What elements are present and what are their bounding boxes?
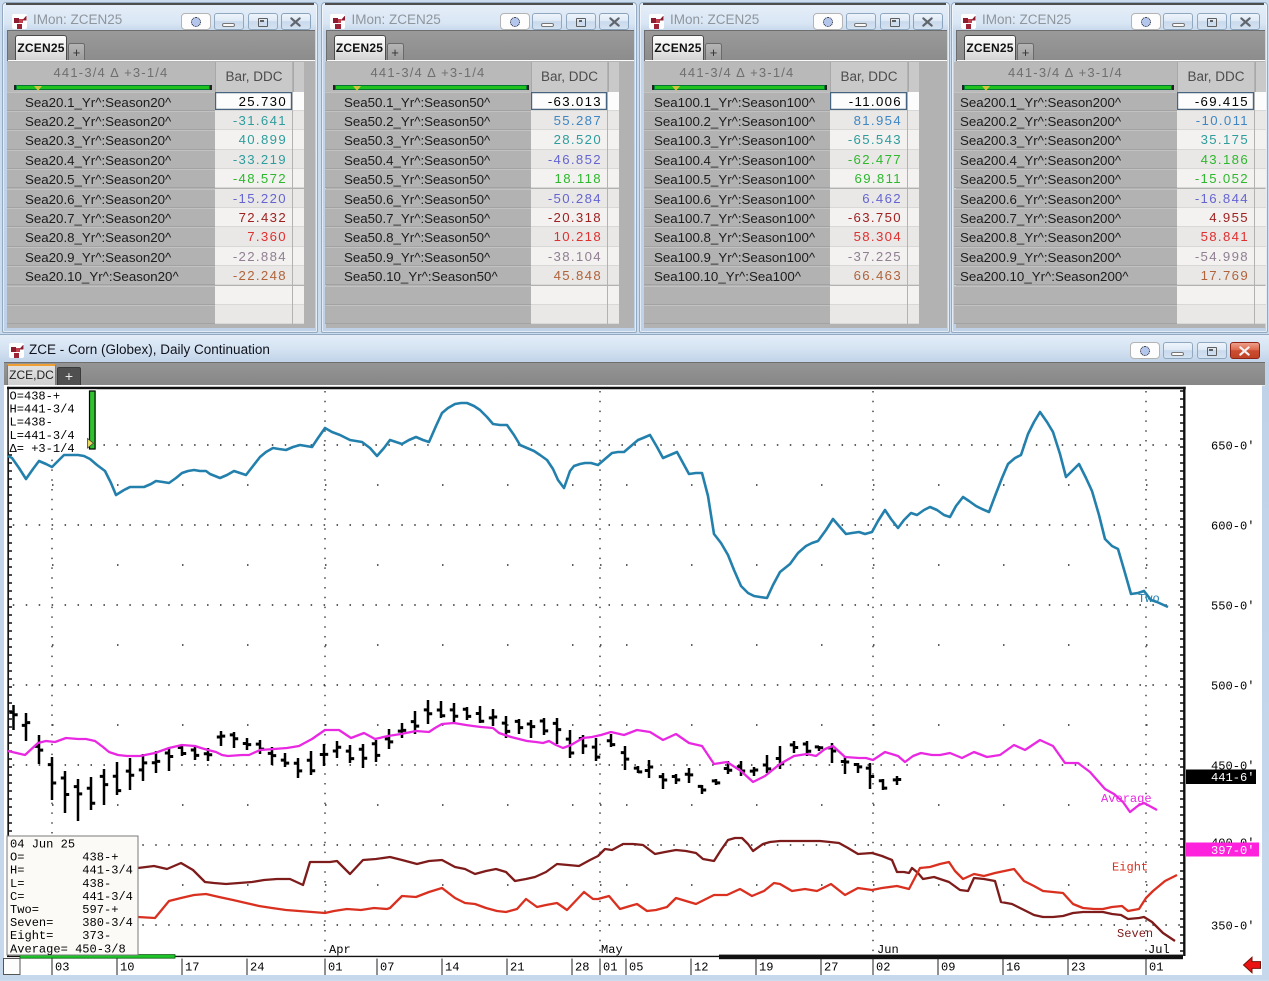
svg-text:Apr: Apr	[329, 943, 351, 957]
svg-text:350-0': 350-0'	[1211, 920, 1255, 934]
svg-text:07: 07	[380, 961, 394, 975]
svg-text:Seven: Seven	[1117, 927, 1153, 941]
svg-text:Seven= 380-3/4: Seven= 380-3/4	[10, 916, 133, 930]
svg-text:24: 24	[250, 961, 264, 975]
svg-text:02: 02	[876, 961, 890, 975]
svg-text:01: 01	[328, 961, 342, 975]
svg-text:500-0': 500-0'	[1211, 680, 1255, 694]
svg-text:Jul: Jul	[1148, 943, 1170, 957]
svg-text:Two= 597-+: Two= 597-+	[10, 903, 118, 917]
svg-text:600-0': 600-0'	[1211, 520, 1255, 534]
svg-text:H= 441-3/4: H= 441-3/4	[10, 864, 133, 878]
svg-text:14: 14	[445, 961, 459, 975]
svg-text:H=441-3/4: H=441-3/4	[10, 403, 75, 417]
svg-text:01: 01	[603, 961, 617, 975]
svg-text:L=441-3/4: L=441-3/4	[10, 429, 75, 443]
svg-text:23: 23	[1071, 961, 1085, 975]
svg-text:L= 438-: L= 438-	[10, 877, 111, 891]
svg-text:01: 01	[1149, 961, 1163, 975]
svg-text:04 Jun 25: 04 Jun 25	[10, 838, 75, 852]
svg-text:12: 12	[694, 961, 708, 975]
svg-text:Eight: Eight	[1112, 861, 1148, 875]
svg-text:10: 10	[120, 961, 134, 975]
svg-text:O= 438-+: O= 438-+	[10, 851, 118, 865]
svg-text:09: 09	[941, 961, 955, 975]
svg-text:650-0': 650-0'	[1211, 440, 1255, 454]
svg-text:27: 27	[824, 961, 838, 975]
svg-text:Two: Two	[1138, 592, 1160, 606]
svg-text:16: 16	[1006, 961, 1020, 975]
svg-text:Eight= 373-: Eight= 373-	[10, 929, 111, 943]
svg-text:19: 19	[759, 961, 773, 975]
svg-text:28: 28	[575, 961, 589, 975]
svg-text:May: May	[601, 943, 623, 957]
svg-text:O=438-+: O=438-+	[10, 390, 61, 404]
svg-text:05: 05	[629, 961, 643, 975]
svg-text:L=438-: L=438-	[10, 416, 53, 430]
svg-text:Jun: Jun	[877, 943, 899, 957]
svg-text:550-0': 550-0'	[1211, 600, 1255, 614]
svg-text:Average= 450-3/8: Average= 450-3/8	[10, 942, 126, 956]
svg-text:397-0': 397-0'	[1211, 844, 1255, 858]
svg-text:441-6': 441-6'	[1211, 771, 1255, 785]
svg-text:21: 21	[510, 961, 524, 975]
svg-text:03: 03	[55, 961, 69, 975]
svg-text:17: 17	[185, 961, 199, 975]
svg-text:Δ= +3-1/4: Δ= +3-1/4	[10, 442, 75, 456]
svg-text:C= 441-3/4: C= 441-3/4	[10, 890, 133, 904]
svg-text:Average: Average	[1101, 792, 1152, 806]
